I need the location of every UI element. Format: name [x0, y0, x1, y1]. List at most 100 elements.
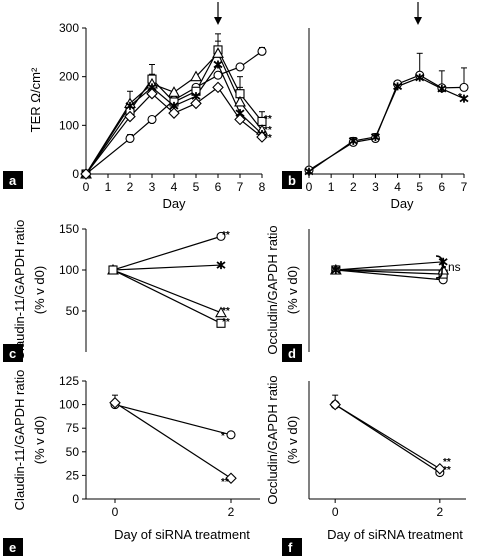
y-tick-label: 50 — [66, 445, 80, 459]
data-point-diamond — [146, 87, 158, 100]
series-line-circle — [112, 235, 222, 271]
panel-d-series — [329, 257, 450, 285]
y-tick-label: 25 — [66, 468, 80, 482]
panel-b-label: b — [288, 173, 296, 188]
y-tick-label: 50 — [66, 304, 80, 318]
panel-c-ylabel: Claudin-11/GAPDH ratio — [12, 220, 27, 361]
data-point-diamond — [80, 168, 92, 180]
panel-a-label: a — [9, 173, 17, 188]
panel-e-y-ticks: 0 25 50 75 100 125 — [59, 374, 86, 506]
panel-e-xlabel: Day of siRNA treatment — [114, 527, 250, 542]
x-tick-label: 3 — [372, 180, 379, 194]
panel-b: Day 0 1 2 3 4 5 6 7 * b — [282, 2, 469, 211]
data-point-star — [437, 84, 447, 93]
series-line-triangle — [112, 269, 222, 314]
panel-f-label: f — [288, 540, 293, 555]
data-point-star — [415, 73, 425, 82]
panel-b-xlabel: Day — [390, 196, 414, 211]
panel-a: TER Ω/cm² Day 0 1 2 3 4 5 6 7 8 0 100 200 300 ** **… — [3, 2, 272, 211]
x-tick-label: 2 — [436, 505, 443, 519]
y-tick-label: 200 — [59, 70, 79, 84]
panel-a-x-ticks: 0 1 2 3 4 5 6 7 8 — [83, 174, 266, 194]
series-line-circle — [335, 269, 444, 281]
panel-b-x-ticks: 0 1 2 3 4 5 6 7 — [306, 174, 468, 194]
data-point-diamond — [212, 81, 224, 94]
data-point-circle — [125, 133, 135, 144]
series-line-star — [335, 261, 444, 271]
data-point-star — [370, 133, 380, 142]
data-point-triangle — [212, 47, 224, 58]
panel-f-ylabel-unit: (% v d0) — [285, 416, 300, 464]
panel-a-annotation-2: ** — [264, 125, 272, 136]
panel-a-label-box — [3, 171, 23, 189]
panel-f-label-box — [282, 538, 302, 556]
panel-a-ylabel: TER Ω/cm² — [28, 67, 43, 132]
y-tick-label: 100 — [59, 398, 79, 412]
data-point-circle — [257, 46, 267, 56]
data-point-star — [393, 82, 403, 91]
data-point-star — [304, 167, 314, 176]
panel-f-annotation-1: ** — [443, 457, 451, 468]
panel-e-ylabel-unit: (% v d0) — [32, 416, 47, 464]
panel-a-xlabel: Day — [162, 196, 186, 211]
data-point-triangle — [190, 70, 202, 82]
data-point-circle — [216, 231, 226, 241]
data-point-circle — [235, 62, 245, 72]
data-point-circle — [147, 114, 157, 125]
panel-b-series — [304, 52, 469, 176]
x-tick-label: 1 — [328, 180, 335, 194]
series-line-star — [112, 264, 222, 271]
panel-c-series — [107, 231, 227, 328]
panel-f-series — [329, 394, 446, 478]
panel-f-xlabel: Day of siRNA treatment — [327, 527, 463, 542]
y-tick-label: 0 — [72, 167, 79, 181]
panel-c-label-box — [3, 344, 23, 362]
panel-a-arrow-head — [214, 17, 222, 25]
panel-c-annotation-2: ** — [222, 306, 230, 317]
data-point-triangle — [234, 95, 246, 107]
panel-d-ylabel: Occludin/GAPDH ratio — [265, 225, 280, 354]
y-tick-label: 75 — [66, 421, 80, 435]
x-tick-label: 3 — [149, 180, 156, 194]
data-point-diamond — [234, 113, 246, 126]
x-tick-label: 7 — [237, 180, 244, 194]
panel-c-y-ticks: 50 100 150 — [59, 222, 86, 318]
data-point-diamond — [168, 107, 180, 119]
data-point-star — [348, 136, 358, 145]
y-tick-label: 0 — [72, 492, 79, 506]
data-point-star — [125, 101, 135, 110]
x-tick-label: 5 — [416, 180, 423, 194]
panel-f-ylabel: Occludin/GAPDH ratio — [265, 375, 280, 504]
panel-d: Occludin/GAPDH ratio (% v d0) ns d — [265, 225, 461, 362]
y-tick-label: 125 — [59, 374, 79, 388]
panel-d-label: d — [288, 346, 296, 361]
data-point-triangle — [437, 263, 450, 275]
panel-f: Occludin/GAPDH ratio (% v d0) Day of siR… — [265, 375, 466, 556]
x-tick-label: 0 — [332, 505, 339, 519]
series-line-circle — [114, 404, 232, 436]
x-tick-label: 2 — [228, 505, 235, 519]
data-point-diamond — [109, 396, 121, 409]
x-tick-label: 4 — [171, 180, 178, 194]
data-point-diamond — [225, 472, 237, 485]
y-tick-label: 100 — [59, 118, 79, 132]
panel-b-arrow-head — [414, 17, 422, 25]
y-tick-label: 300 — [59, 21, 79, 35]
series-line-square — [112, 269, 222, 324]
panel-e-series — [109, 394, 237, 485]
x-tick-label: 0 — [112, 505, 119, 519]
data-point-star — [216, 261, 226, 270]
x-tick-label: 6 — [439, 180, 446, 194]
x-tick-label: 1 — [105, 180, 112, 194]
data-point-diamond — [124, 110, 136, 123]
panel-e-annotation-1: * — [221, 431, 225, 442]
data-point-star — [331, 266, 341, 274]
data-point-diamond — [329, 398, 341, 411]
panel-a-annotation-3: ** — [264, 133, 272, 144]
series-line-square — [335, 269, 444, 275]
panel-c-ylabel-unit: (% v d0) — [32, 266, 47, 314]
panel-f-annotation-2: ** — [443, 465, 451, 476]
